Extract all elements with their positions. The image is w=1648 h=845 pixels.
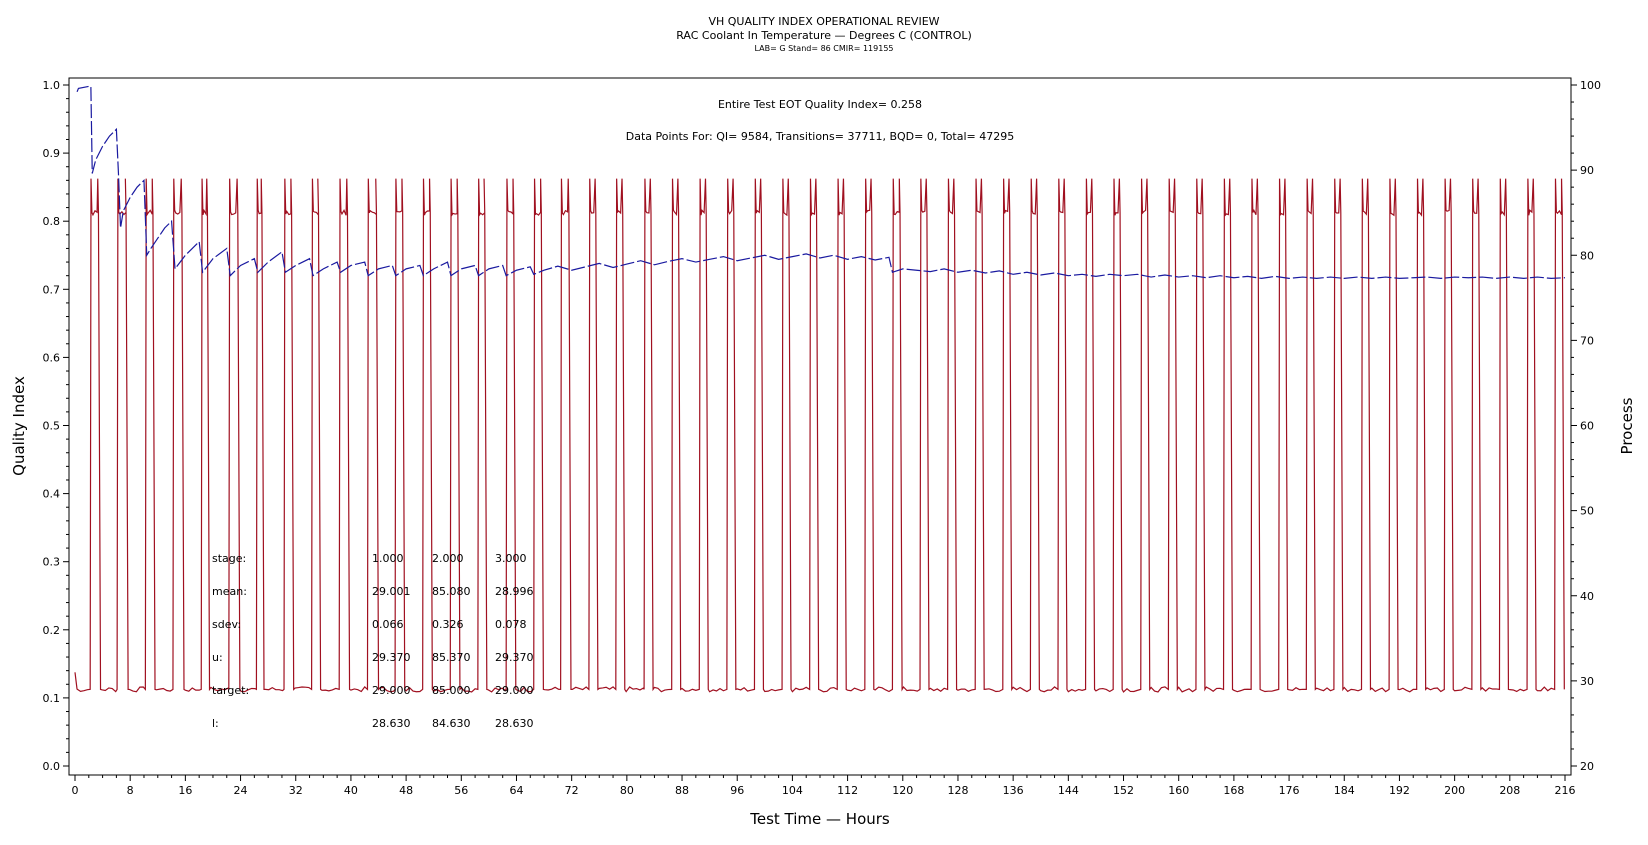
chart-subsubtitle: LAB= G Stand= 86 CMIR= 119155 [754, 44, 893, 53]
x-axis-label: Test Time — Hours [749, 810, 890, 828]
chart-title: VH QUALITY INDEX OPERATIONAL REVIEW [708, 15, 939, 28]
y2-tick-label: 70 [1580, 334, 1594, 347]
x-tick-label: 0 [72, 784, 79, 797]
stats-cell: 0.066 [372, 618, 404, 631]
y-tick-label: 0.6 [43, 351, 61, 364]
stats-cell: 28.996 [495, 585, 534, 598]
x-tick-label: 64 [509, 784, 523, 797]
y2-tick-label: 60 [1580, 420, 1594, 433]
y-tick-label: 0.5 [43, 420, 61, 433]
x-tick-label: 24 [234, 784, 248, 797]
y2-tick-label: 100 [1580, 79, 1601, 92]
y2-tick-label: 20 [1580, 760, 1594, 773]
stats-cell: 29.370 [495, 651, 534, 664]
y-axis-left: 0.0 0.1 0.2 0.3 0.4 0.5 0.6 0.7 0.8 0.9 1.0 [43, 79, 69, 773]
x-tick-label: 216 [1555, 784, 1576, 797]
y2-tick-label: 30 [1580, 675, 1594, 688]
x-tick-label: 136 [1003, 784, 1024, 797]
y2-axis-label: Process [1618, 397, 1636, 454]
quality-index-series-line [76, 85, 1566, 280]
stats-cell: 2.000 [432, 552, 464, 565]
x-tick-label: 48 [399, 784, 413, 797]
x-tick-label: 144 [1058, 784, 1079, 797]
y-tick-label: 0.0 [43, 760, 61, 773]
y2-tick-label: 40 [1580, 590, 1594, 603]
stats-cell: 3.000 [495, 552, 527, 565]
stats-cell: 84.630 [432, 717, 471, 730]
stats-table: stage: 1.000 2.000 3.000 mean: 29.001 85.080 28… [212, 552, 534, 730]
process-series-line [74, 178, 1565, 693]
stats-cell: 29.001 [372, 585, 411, 598]
x-tick-label: 200 [1444, 784, 1465, 797]
x-tick-label: 104 [782, 784, 803, 797]
x-tick-label: 128 [947, 784, 968, 797]
stats-cell: 85.000 [432, 684, 471, 697]
y2-tick-label: 90 [1580, 164, 1594, 177]
x-tick-label: 8 [127, 784, 134, 797]
y2-tick-label: 80 [1580, 249, 1594, 262]
y-axis-right: 20 30 40 50 60 70 80 90 100 [1571, 79, 1601, 773]
stats-cell: 29.000 [372, 684, 411, 697]
x-tick-label: 192 [1389, 784, 1410, 797]
x-tick-label: 40 [344, 784, 358, 797]
stats-cell: 28.630 [495, 717, 534, 730]
y-tick-label: 0.9 [43, 147, 61, 160]
stats-row-label: stage: [212, 552, 246, 565]
stats-cell: 28.630 [372, 717, 411, 730]
chart-subtitle: RAC Coolant In Temperature — Degrees C (… [676, 29, 972, 42]
x-axis: 0 8 16 24 32 40 48 56 64 72 80 88 96 104 112 120 128 136 1… [72, 775, 1576, 797]
y-tick-label: 0.4 [43, 488, 61, 501]
stats-cell: 1.000 [372, 552, 404, 565]
y-tick-label: 0.1 [43, 692, 61, 705]
stats-cell: 29.370 [372, 651, 411, 664]
y-axis-label: Quality Index [10, 376, 28, 476]
series-layer [74, 85, 1566, 693]
stats-row-label: u: [212, 651, 223, 664]
x-tick-label: 160 [1168, 784, 1189, 797]
x-tick-label: 184 [1334, 784, 1355, 797]
y-tick-label: 0.7 [43, 283, 61, 296]
stats-row-label: target: [212, 684, 249, 697]
x-tick-label: 120 [892, 784, 913, 797]
y-tick-label: 0.8 [43, 215, 61, 228]
x-tick-label: 80 [620, 784, 634, 797]
y-tick-label: 1.0 [43, 79, 61, 92]
points-annotation: Data Points For: QI= 9584, Transitions= … [626, 130, 1015, 143]
x-tick-label: 88 [675, 784, 689, 797]
x-tick-label: 96 [730, 784, 744, 797]
stats-cell: 85.080 [432, 585, 471, 598]
x-tick-label: 16 [178, 784, 192, 797]
x-tick-label: 72 [565, 784, 579, 797]
x-tick-label: 152 [1113, 784, 1134, 797]
x-tick-label: 168 [1223, 784, 1244, 797]
stats-row-label: l: [212, 717, 219, 730]
stats-row-label: mean: [212, 585, 247, 598]
stats-cell: 85.370 [432, 651, 471, 664]
stats-cell: 0.078 [495, 618, 527, 631]
y-tick-label: 0.2 [43, 624, 61, 637]
x-tick-label: 32 [289, 784, 303, 797]
plot-frame [68, 77, 1572, 776]
x-tick-label: 208 [1499, 784, 1520, 797]
stats-row-label: sdev: [212, 618, 241, 631]
qi-annotation: Entire Test EOT Quality Index= 0.258 [718, 98, 922, 111]
stats-cell: 29.000 [495, 684, 534, 697]
x-tick-label: 56 [454, 784, 468, 797]
y2-tick-label: 50 [1580, 505, 1594, 518]
y-tick-label: 0.3 [43, 556, 61, 569]
x-tick-label: 112 [837, 784, 858, 797]
x-tick-label: 176 [1279, 784, 1300, 797]
stats-cell: 0.326 [432, 618, 464, 631]
